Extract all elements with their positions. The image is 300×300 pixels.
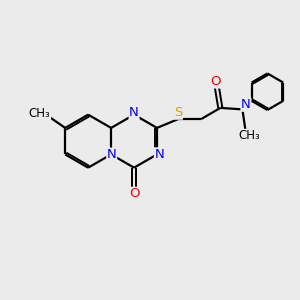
Text: O: O	[210, 75, 220, 88]
Text: N: N	[107, 148, 117, 161]
Text: N: N	[154, 148, 164, 161]
Text: N: N	[241, 98, 251, 111]
Text: S: S	[174, 106, 182, 119]
Text: O: O	[129, 188, 139, 200]
Text: CH₃: CH₃	[29, 107, 50, 120]
Text: CH₃: CH₃	[238, 129, 260, 142]
Text: N: N	[129, 106, 139, 119]
